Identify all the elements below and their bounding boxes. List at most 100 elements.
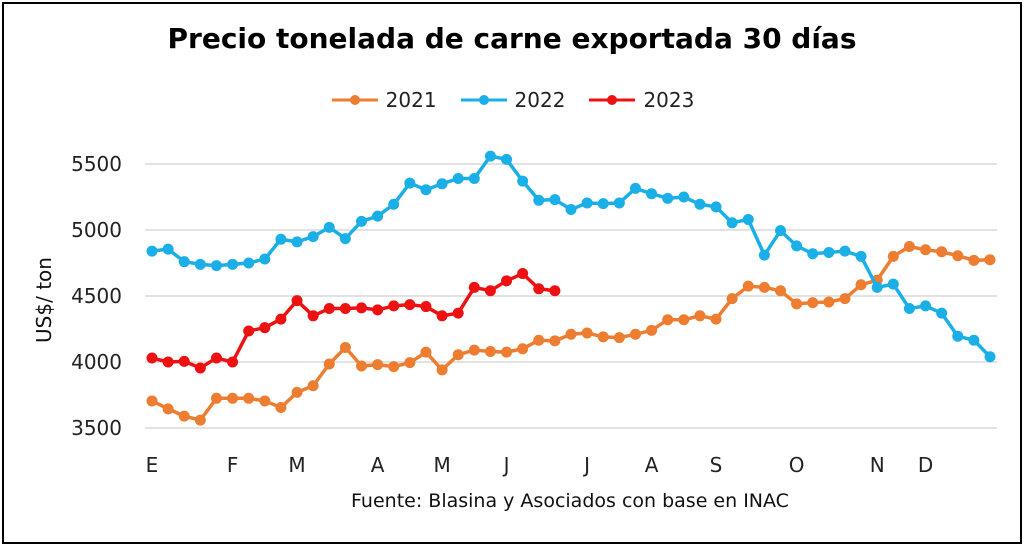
data-point-2021 [339,341,351,353]
y-tick-label: 4500 [71,284,122,308]
data-point-2021 [517,343,529,355]
data-point-2021 [323,358,335,370]
data-point-2023 [162,356,174,368]
legend-label-2022: 2022 [514,88,566,112]
data-point-2022 [855,250,867,262]
data-point-2021 [227,392,239,404]
data-point-2022 [194,258,206,270]
data-point-2022 [420,184,432,196]
data-point-2021 [807,297,819,309]
data-point-2022 [565,204,577,216]
data-point-2021 [146,395,158,407]
data-point-2022 [678,191,690,203]
data-point-2022 [710,201,722,213]
data-point-2022 [791,240,803,252]
data-point-2021 [178,410,190,422]
data-point-2022 [372,210,384,222]
data-point-2021 [629,328,641,340]
data-point-2022 [452,173,464,185]
data-point-2023 [323,303,335,315]
data-point-2022 [613,197,625,209]
data-point-2022 [839,245,851,257]
data-point-2023 [372,304,384,316]
data-point-2022 [291,236,303,248]
data-point-2021 [581,327,593,339]
data-point-2022 [323,221,335,233]
data-point-2023 [307,310,319,322]
data-point-2023 [549,285,561,297]
data-point-2022 [484,150,496,162]
x-tick-label: A [371,453,385,477]
data-point-2023 [452,307,464,319]
data-point-2021 [388,361,400,373]
data-point-2022 [259,253,271,265]
x-tick-label: S [710,453,723,477]
data-point-2021 [307,380,319,392]
data-point-2022 [275,233,287,245]
data-point-2023 [420,301,432,313]
x-tick-label: M [433,453,450,477]
legend-label-2023: 2023 [643,88,695,112]
data-point-2022 [807,248,819,260]
data-point-2021 [952,250,964,262]
data-point-2021 [372,359,384,371]
legend-marker-2021 [331,95,378,105]
data-point-2023 [533,283,545,295]
data-point-2022 [388,198,400,210]
data-point-2021 [436,364,448,376]
data-point-2021 [501,346,513,358]
data-point-2021 [903,241,915,252]
data-point-2021 [887,250,899,262]
data-point-2023 [404,299,416,311]
data-point-2023 [227,356,239,368]
data-point-2022 [726,217,738,229]
data-point-2023 [178,355,190,367]
data-point-2021 [855,279,867,291]
data-point-2023 [356,302,367,314]
data-point-2021 [259,395,271,407]
x-tick-label: M [288,453,305,477]
data-point-2023 [436,310,448,322]
data-point-2021 [243,392,255,404]
data-point-2023 [291,295,303,307]
data-point-2021 [210,392,222,404]
data-point-2022 [936,307,948,319]
x-tick-label: N [870,453,885,477]
data-point-2022 [629,182,641,194]
data-point-2021 [291,386,303,398]
data-point-2021 [968,254,980,266]
data-point-2021 [984,254,996,266]
x-tick-label: E [146,453,159,477]
data-point-2021 [597,331,609,343]
data-point-2021 [468,344,480,356]
data-point-2021 [694,310,706,322]
data-point-2022 [694,198,706,210]
data-point-2022 [742,213,754,225]
data-point-2022 [775,225,786,237]
data-point-2022 [549,194,561,206]
data-point-2023 [517,268,529,280]
data-point-2021 [356,360,367,372]
legend-item-2022: 2022 [459,88,566,112]
x-tick-label: D [918,453,933,477]
data-point-2021 [662,314,674,326]
data-point-2022 [517,175,529,187]
data-point-2023 [243,325,255,337]
y-tick-label: 5000 [71,218,122,242]
data-point-2022 [952,330,964,342]
x-tick-label: F [227,453,239,477]
y-tick-label: 5500 [71,152,122,176]
data-point-2021 [839,293,851,305]
x-tick-label: A [645,453,659,477]
y-tick-label: 3500 [71,416,122,440]
data-point-2023 [259,322,271,334]
data-point-2023 [146,352,158,364]
data-point-2022 [146,245,158,257]
data-point-2022 [162,243,174,255]
data-point-2022 [227,258,239,270]
data-point-2022 [210,260,222,272]
data-point-2022 [984,351,996,363]
data-point-2022 [436,178,448,190]
data-point-2021 [646,324,658,336]
